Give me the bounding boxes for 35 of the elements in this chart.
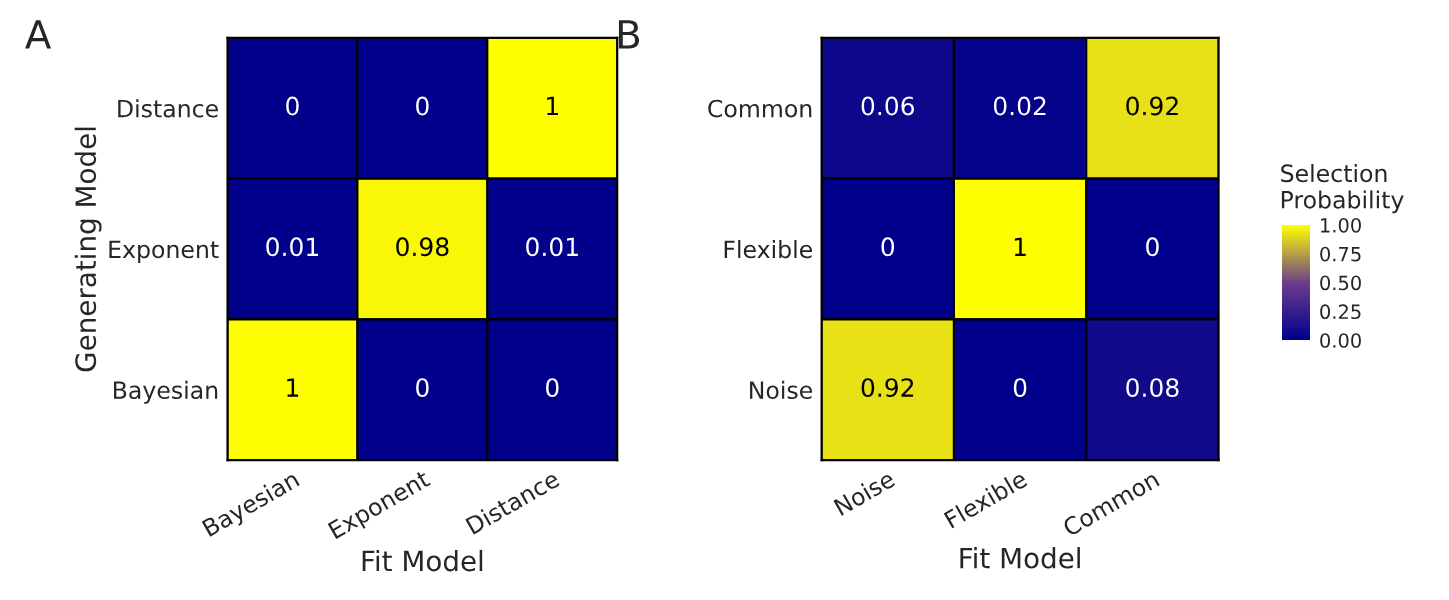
color-bar-label: 0.75 [1320,246,1361,262]
data-label: 1 [1014,237,1026,256]
y-tick-label: Common [708,99,812,118]
y-tick-label: Distance [118,99,218,118]
data-label: 1 [547,96,558,116]
color-bar-label: 0.50 [1320,275,1361,291]
y-axis-title: Generating Model [74,127,102,372]
color-bar-label: 0.25 [1320,304,1361,320]
data-label: 1 [287,378,299,397]
data-label: 0.98 [396,237,449,257]
data-label: 0 [416,96,429,116]
y-tick-label: Exponent [109,240,219,263]
data-label: 0 [546,378,559,398]
color-bar-title: Selection Probability [1281,163,1404,214]
data-label: 0.01 [266,237,318,257]
chart-title: A [25,20,52,49]
data-label: 0.92 [1126,96,1178,116]
color-bar-label: 1.00 [1321,217,1361,233]
data-label: 0 [1013,378,1027,398]
data-label: 0 [881,237,895,257]
data-label: 0.01 [526,237,578,257]
data-label: 0 [1146,237,1159,257]
data-label: 0 [416,378,429,398]
data-label: 0.08 [1126,378,1179,398]
x-axis-title: Fit Model [960,547,1080,569]
chart-title: B [618,20,640,49]
data-label: 0.02 [993,96,1046,116]
y-tick-label: Noise [750,380,812,400]
color-bar-label: 0.00 [1320,333,1361,348]
data-label: 0 [286,96,299,116]
x-axis-title: Fit Model [362,549,483,572]
data-label: 0.92 [861,378,914,398]
y-tick-label: Flexible [724,240,812,259]
data-label: 0.06 [861,96,915,116]
y-tick-label: Bayesian [114,380,218,404]
